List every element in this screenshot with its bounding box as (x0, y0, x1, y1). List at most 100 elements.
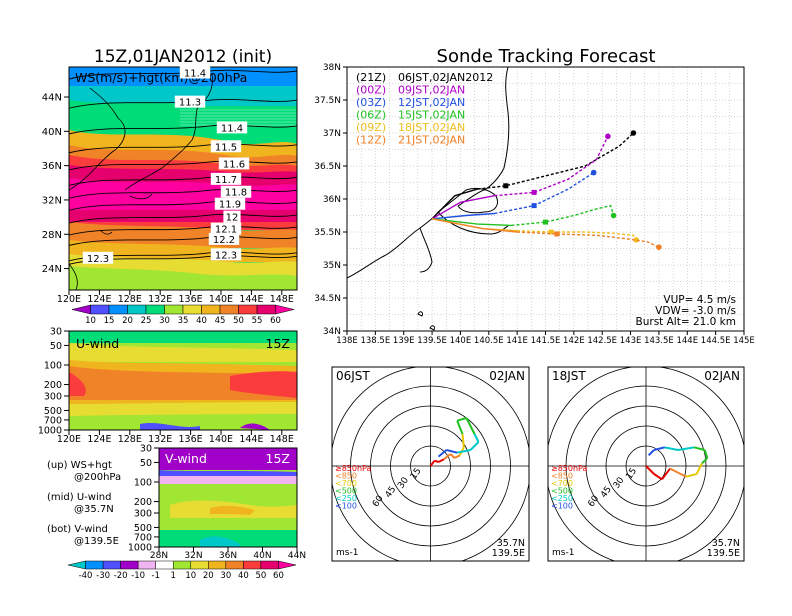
ws-colorbar-swatch (182, 304, 202, 315)
legend-time: 21JST,02JAN (398, 134, 465, 147)
track-line-solid (431, 188, 478, 220)
hodograph-segment (664, 446, 679, 451)
ws-colorbar-label: 30 (159, 316, 170, 326)
level-legend-item: <100 (551, 502, 573, 511)
landing-marker (605, 133, 611, 140)
ws-lon-tick-label: 132E (148, 294, 172, 305)
map-lon-tick-label: 143.5E (644, 336, 674, 346)
burst-marker (531, 189, 537, 195)
legend-run: (12Z) (356, 134, 386, 147)
contour-label: 11.3 (179, 98, 201, 109)
v-colorbar-swatch (190, 560, 209, 570)
ws-lon-tick-label: 128E (118, 294, 142, 305)
ws-panel: WS(m/s)+hgt(km)@200hPa 44N 40N 36N 32N 28N 24… (42, 66, 298, 326)
level-legend-item: ≥850hPa (551, 464, 588, 473)
map-lon-tick-label: 141E (506, 336, 528, 346)
level-legend-item: <850 (335, 472, 357, 481)
contour-label-bg (218, 157, 250, 170)
ws-lon-tick-label: 148E (270, 294, 294, 305)
map-lat-tick-label: 35.5N (314, 228, 341, 238)
note-line: (up) WS+hgt (47, 460, 112, 471)
hodograph-segment (437, 449, 448, 458)
ws-colorbar-swatch (127, 304, 147, 315)
contour-label-bg (214, 197, 246, 210)
u-panel-time: 15Z (266, 336, 290, 351)
map-lon-tick-label: 144.5E (701, 336, 731, 346)
v-colorbar-swatch (137, 560, 156, 570)
track-map: 38N 37.5N 37N 36.5N 36N 35.5N 35N 34.5N 34N 138E… (314, 63, 755, 346)
height-contour (69, 98, 297, 109)
track-line-dashed (517, 230, 637, 241)
contour-label-bg (216, 121, 248, 134)
u-pressure-tick-label: 100 (44, 360, 62, 371)
v-pressure-tick-label: 100 (134, 477, 152, 488)
ring-label: 30 (612, 475, 627, 490)
hodograph-segment (653, 473, 663, 481)
map-lat-tick-label: 35N (323, 261, 341, 271)
legend-time: 18JST,02JAN (398, 121, 465, 134)
v-colorbar-swatch (120, 560, 139, 570)
legend-run: (09Z) (356, 121, 386, 134)
v-lat-tick-label: 32N (184, 551, 202, 561)
left-title: 15Z,01JAN2012 (init) (94, 47, 272, 67)
hodo-loc-lat: 35.7N (497, 538, 525, 549)
hodograph-segment (701, 457, 709, 465)
v-colorbar-label: 10 (185, 571, 196, 581)
legend-time: 06JST,02JAN2012 (398, 71, 493, 84)
note-sub: @200hPa (74, 472, 121, 483)
ws-lon-tick-label: 140E (209, 294, 233, 305)
height-contour (69, 225, 297, 236)
u-lon-tick-label: 132E (148, 434, 172, 445)
ws-colorbar-swatch (108, 304, 128, 315)
track-line-solid (432, 212, 495, 220)
u-lon-tick-label: 120E (57, 434, 81, 445)
level-legend-item: ≥850hPa (335, 464, 372, 473)
ws-lat-tick-label: 28N (42, 230, 62, 241)
ws-colorbar-label: 10 (85, 316, 96, 326)
v-pressure-tick-label: 300 (134, 509, 152, 520)
hodograph-frame (547, 366, 745, 562)
v-pressure-tick-label: 50 (140, 458, 152, 469)
hodograph-segment (456, 417, 467, 422)
landing-marker (590, 169, 597, 176)
ws-colorbar-label: 15 (104, 316, 115, 326)
ws-colorbar-label: 40 (196, 316, 207, 326)
ws-colorbar-swatch (238, 304, 258, 315)
hodo-loc-lon: 139.5E (492, 548, 525, 559)
track-line-dashed (511, 204, 615, 227)
contour-label: 12 (226, 213, 239, 224)
track-line-dashed (477, 132, 634, 190)
v-colorbar-label: 60 (273, 571, 284, 581)
v-colorbar-swatch (225, 560, 244, 570)
v-pressure-tick-label: 30 (140, 444, 152, 455)
hodo-loc-lon: 139.5E (707, 548, 740, 559)
height-contour (69, 143, 297, 154)
contour-label: 12.1 (215, 225, 237, 236)
track-line-solid (431, 195, 495, 220)
ws-lat-tick-label: 32N (42, 195, 62, 206)
v-lat-tick-label: 28N (150, 551, 168, 561)
ring-label: 30 (396, 475, 411, 490)
height-contour (69, 124, 297, 135)
u-pressure-tick-label: 50 (50, 341, 62, 352)
ws-contour-labels: 11.411.311.411.511.611.711.811.91212.112… (82, 66, 252, 265)
track-line-dashed (494, 135, 609, 197)
level-legend-item: <850 (551, 472, 573, 481)
hodo-unit: ms-1 (552, 548, 574, 558)
contour-label: 12.3 (215, 250, 237, 261)
ws-colorbar-swatch (164, 304, 184, 315)
v-colorbar-label: -20 (114, 571, 128, 581)
v-pressure-tick-label: 1000 (128, 543, 152, 554)
v-lat-tick-label: 44N (288, 551, 306, 561)
u-lon-tick-label: 128E (118, 434, 142, 445)
level-legend-item: <100 (335, 502, 357, 511)
burst-marker (543, 219, 548, 225)
v-panel-time: 15Z (266, 451, 290, 466)
ws-colorbar-swatch (256, 304, 276, 315)
hodo-loc-lat: 35.7N (712, 538, 740, 549)
level-legend-item: <700 (551, 479, 573, 488)
